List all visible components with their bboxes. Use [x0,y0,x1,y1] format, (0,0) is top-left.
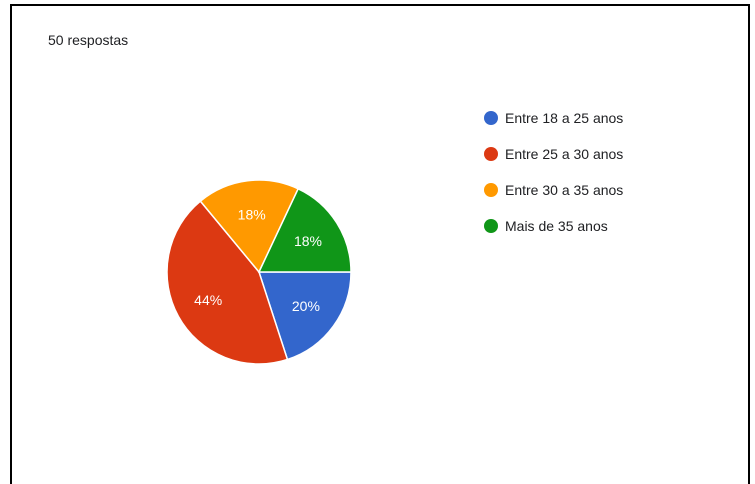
legend-label: Entre 30 a 35 anos [505,182,624,198]
pie-slice[interactable] [199,179,300,274]
slice-label: 18% [238,207,266,223]
legend-item[interactable]: Entre 30 a 35 anos [484,178,623,202]
legend-swatch [484,111,498,125]
legend-label: Entre 18 a 25 anos [505,110,624,126]
pie-slice[interactable] [257,187,352,273]
legend-label: Entre 25 a 30 anos [505,146,624,162]
legend-swatch [484,219,498,233]
pie-slice[interactable] [257,271,352,361]
chart-card: 50 respostas [10,4,750,484]
legend: Entre 18 a 25 anos Entre 25 a 30 anos En… [484,106,623,250]
legend-label: Mais de 35 anos [505,218,608,234]
pie-slice[interactable] [166,200,289,365]
slice-label: 44% [194,292,222,308]
legend-swatch [484,183,498,197]
legend-swatch [484,147,498,161]
response-count: 50 respostas [48,32,129,48]
legend-item[interactable]: Entre 25 a 30 anos [484,142,623,166]
slice-label: 20% [292,298,320,314]
slice-label: 18% [294,233,322,249]
legend-item[interactable]: Entre 18 a 25 anos [484,106,623,130]
legend-item[interactable]: Mais de 35 anos [484,214,623,238]
